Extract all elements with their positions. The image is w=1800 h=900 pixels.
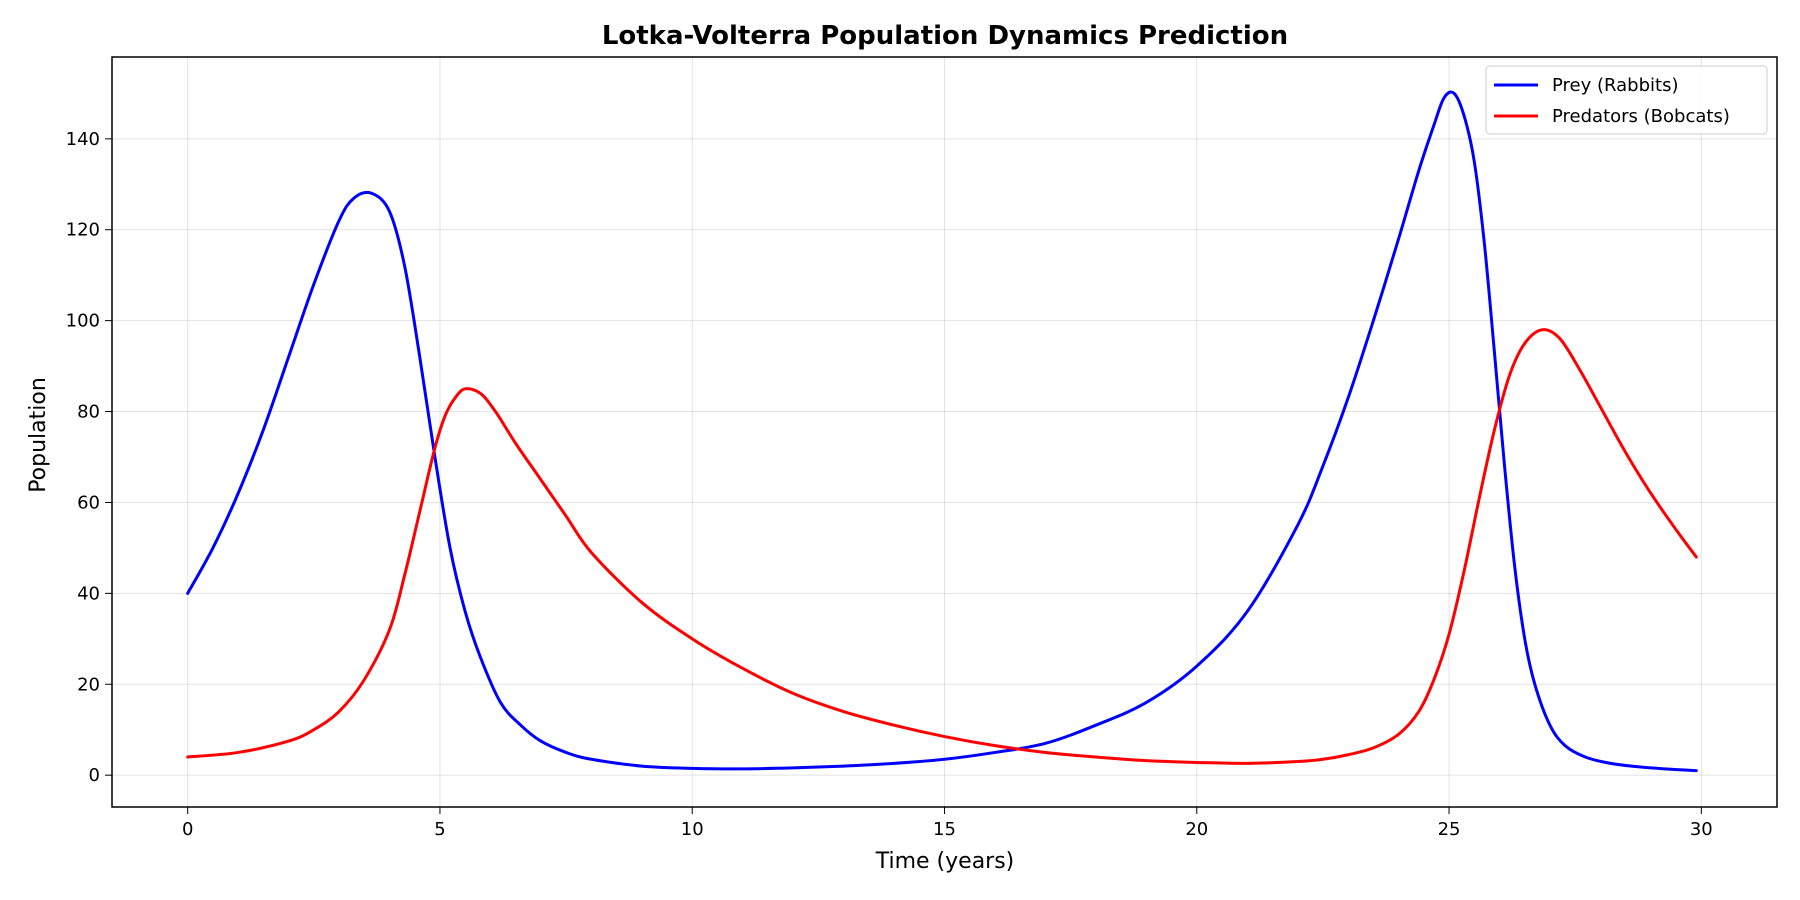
legend: Prey (Rabbits) Predators (Bobcats) xyxy=(1485,65,1768,135)
grid xyxy=(112,57,1777,807)
chart-title: Lotka-Volterra Population Dynamics Predi… xyxy=(602,21,1288,51)
y-tick-label: 120 xyxy=(66,220,100,241)
series-group xyxy=(186,90,1698,773)
x-tick-label: 25 xyxy=(1438,819,1461,840)
x-tick-label: 20 xyxy=(1185,819,1208,840)
y-axis-label: Population xyxy=(26,377,51,493)
predators-line xyxy=(186,328,1698,765)
y-tick-label: 80 xyxy=(77,402,100,423)
legend-box xyxy=(1485,65,1768,135)
x-tick-label: 15 xyxy=(933,819,956,840)
prey-line xyxy=(186,90,1698,773)
x-tick-label: 10 xyxy=(681,819,704,840)
y-tick-label: 20 xyxy=(77,674,100,695)
x-tick-label: 0 xyxy=(182,819,193,840)
y-tick-label: 60 xyxy=(77,492,100,513)
legend-label-prey: Prey (Rabbits) xyxy=(1552,75,1678,96)
y-tick-label: 0 xyxy=(89,765,100,786)
legend-label-predators: Predators (Bobcats) xyxy=(1552,106,1730,127)
y-axis-ticks: 0 20 40 60 80 100 120 140 xyxy=(66,129,112,786)
y-tick-label: 40 xyxy=(77,583,100,604)
y-tick-label: 100 xyxy=(66,311,100,332)
x-tick-label: 5 xyxy=(434,819,445,840)
x-axis-ticks: 0 5 10 15 20 25 30 xyxy=(182,807,1713,840)
y-tick-label: 140 xyxy=(66,129,100,150)
x-axis-label: Time (years) xyxy=(875,849,1015,874)
x-tick-label: 30 xyxy=(1690,819,1713,840)
